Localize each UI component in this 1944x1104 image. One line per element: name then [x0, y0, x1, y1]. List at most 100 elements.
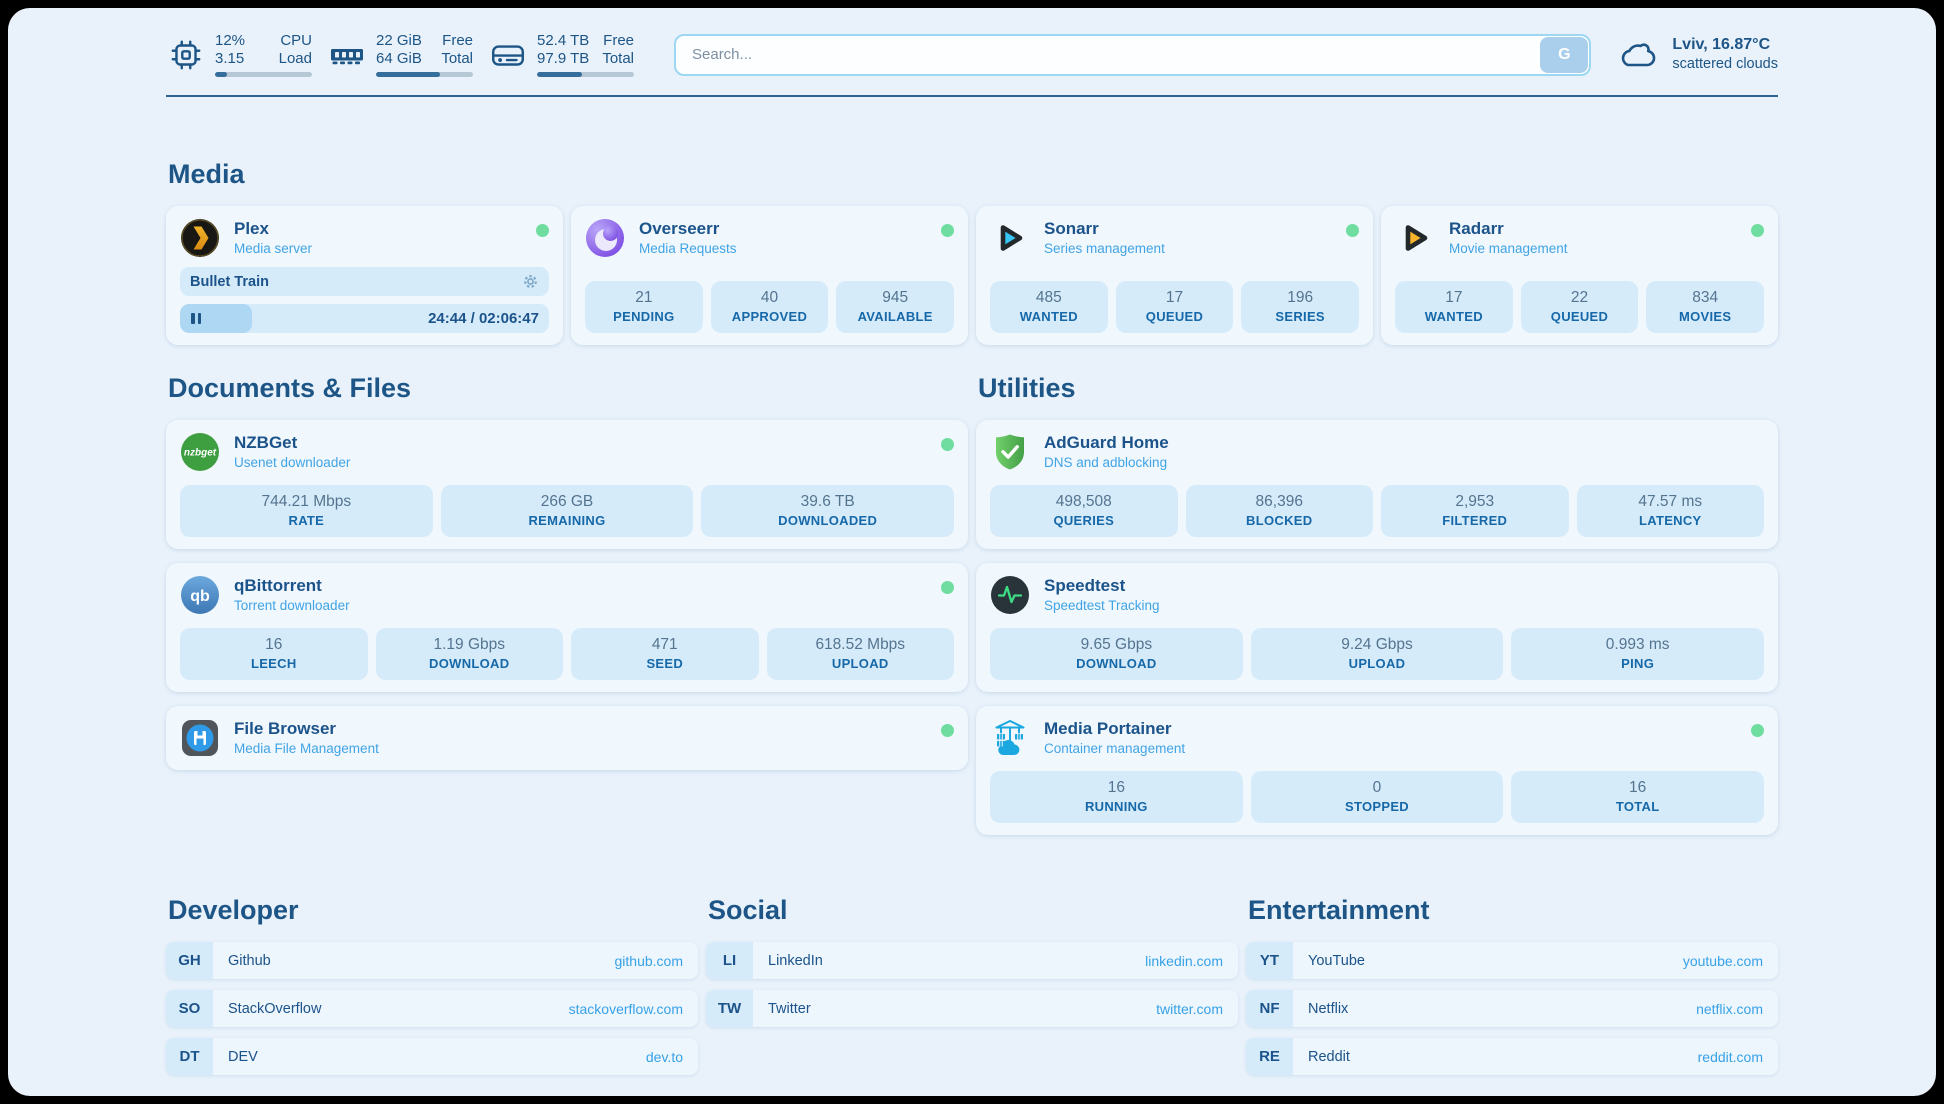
- stat-tile: 16 LEECH: [180, 628, 368, 680]
- service-card-adguard[interactable]: AdGuard Home DNS and adblocking 498,508 Q…: [976, 420, 1778, 549]
- overseerr-icon: [585, 218, 625, 258]
- service-title: qBittorrent: [234, 576, 322, 595]
- weather-condition: scattered clouds: [1672, 56, 1778, 72]
- status-dot: [1346, 224, 1359, 237]
- service-card-qbittorrent[interactable]: qb qBittorrent Torrent downloader 16 LEEC…: [166, 563, 968, 692]
- bookmark-name: LinkedIn: [768, 952, 823, 969]
- stat-tile: 39.6 TB DOWNLOADED: [701, 485, 954, 537]
- cpu-percent: 12%: [215, 32, 246, 49]
- stat-tile: 834 MOVIES: [1646, 281, 1764, 333]
- gear-icon[interactable]: [522, 273, 539, 290]
- section-title-media: Media: [168, 159, 245, 189]
- bookmark-stackoverflow[interactable]: SO StackOverflow stackoverflow.com: [166, 990, 698, 1027]
- disk-free-label: Free: [603, 32, 634, 49]
- bookmark-abbr: YT: [1246, 942, 1293, 979]
- disk-total-label: Total: [602, 50, 634, 67]
- stat-tile: 21 PENDING: [585, 281, 703, 333]
- stat-tile: 9.65 Gbps DOWNLOAD: [990, 628, 1243, 680]
- disk-total-value: 97.9 TB: [537, 50, 590, 67]
- top-bar: 12% CPU 3.15 Load 22 GiB Free 64 GiB Total 5…: [166, 8, 1778, 77]
- disk-progress-bar: [537, 72, 634, 77]
- stat-tile: 17 WANTED: [1395, 281, 1513, 333]
- status-dot: [941, 224, 954, 237]
- bookmark-url[interactable]: twitter.com: [1156, 1000, 1223, 1017]
- bookmark-netflix[interactable]: NF Netflix netflix.com: [1246, 990, 1778, 1027]
- service-subtitle: Usenet downloader: [234, 455, 351, 470]
- status-dot: [941, 581, 954, 594]
- cpu-label: CPU: [280, 32, 312, 49]
- stat-tile: 86,396 BLOCKED: [1185, 485, 1373, 537]
- service-title: Media Portainer: [1044, 719, 1172, 738]
- bookmark-url[interactable]: netflix.com: [1696, 1000, 1763, 1017]
- bookmark-youtube[interactable]: YT YouTube youtube.com: [1246, 942, 1778, 979]
- stat-tile: 0 STOPPED: [1250, 771, 1504, 823]
- service-card-speedtest[interactable]: Speedtest Speedtest Tracking 9.65 Gbps DO…: [976, 563, 1778, 692]
- bookmark-url[interactable]: dev.to: [645, 1048, 683, 1065]
- service-title: Plex: [234, 219, 269, 238]
- service-subtitle: Media server: [234, 241, 313, 256]
- bookmark-name: DEV: [228, 1048, 258, 1065]
- bookmark-name: Reddit: [1308, 1048, 1350, 1065]
- ram-progress-fill: [376, 72, 441, 77]
- service-subtitle: Speedtest Tracking: [1044, 598, 1160, 613]
- cpu-progress-bar: [215, 72, 312, 77]
- service-title: Overseerr: [639, 219, 720, 238]
- bookmark-abbr: SO: [166, 990, 213, 1027]
- bookmark-name: Twitter: [768, 1000, 811, 1017]
- service-card-radarr[interactable]: Radarr Movie management 17 WANTED 22 QUEUE…: [1381, 206, 1778, 345]
- bookmark-name: YouTube: [1308, 952, 1365, 969]
- ram-stat-group: 22 GiB Free 64 GiB Total: [327, 32, 473, 77]
- svg-text:qb: qb: [190, 588, 210, 605]
- service-card-filebrowser[interactable]: File Browser Media File Management: [166, 706, 968, 770]
- service-subtitle: DNS and adblocking: [1044, 455, 1168, 470]
- status-dot: [941, 438, 954, 451]
- now-playing-title: Bullet Train: [190, 273, 269, 290]
- service-subtitle: Container management: [1044, 741, 1186, 756]
- ram-icon: [327, 32, 367, 77]
- service-card-overseerr[interactable]: Overseerr Media Requests 21 PENDING 40 APP…: [571, 206, 968, 345]
- bookmark-abbr: NF: [1246, 990, 1293, 1027]
- speedtest-icon: [990, 575, 1030, 615]
- service-card-portainer[interactable]: Media Portainer Container management 16 R…: [976, 706, 1778, 835]
- service-title: AdGuard Home: [1044, 433, 1169, 452]
- cpu-stat-group: 12% CPU 3.15 Load: [166, 32, 312, 77]
- plex-icon: [180, 218, 220, 258]
- now-playing-row: Bullet Train: [180, 267, 549, 296]
- adguard-icon: [990, 432, 1030, 472]
- bookmark-abbr: DT: [166, 1038, 213, 1075]
- bookmark-url[interactable]: youtube.com: [1682, 952, 1763, 969]
- ram-free-label: Free: [442, 32, 473, 49]
- stat-tile: 266 GB REMAINING: [440, 485, 694, 537]
- bookmark-url[interactable]: stackoverflow.com: [568, 1000, 683, 1017]
- service-card-sonarr[interactable]: Sonarr Series management 485 WANTED 17 QUE…: [976, 206, 1373, 345]
- playback-progress-bar: 24:44 / 02:06:47: [180, 304, 549, 333]
- stat-tile: 16 RUNNING: [990, 771, 1243, 823]
- search-engine-button[interactable]: G: [1540, 36, 1589, 73]
- bookmark-url[interactable]: github.com: [614, 952, 683, 969]
- ram-total-label: Total: [441, 50, 473, 67]
- radarr-icon: [1395, 218, 1435, 258]
- bookmark-abbr: LI: [706, 942, 753, 979]
- bookmark-github[interactable]: GH Github github.com: [166, 942, 698, 979]
- bookmark-name: StackOverflow: [228, 1000, 322, 1017]
- service-title: NZBGet: [234, 433, 298, 452]
- service-card-plex[interactable]: Plex Media server Bullet Train 24:44 / 0…: [166, 206, 563, 345]
- bookmark-abbr: TW: [706, 990, 753, 1027]
- pause-icon: [191, 313, 201, 324]
- bookmark-twitter[interactable]: TW Twitter twitter.com: [706, 990, 1238, 1027]
- section-title-social: Social: [708, 895, 788, 925]
- bookmark-dev[interactable]: DT DEV dev.to: [166, 1038, 698, 1075]
- service-subtitle: Series management: [1044, 241, 1165, 256]
- bookmark-name: Netflix: [1308, 1000, 1349, 1017]
- service-title: Speedtest: [1044, 576, 1126, 595]
- service-card-nzbget[interactable]: nzbget NZBGet Usenet downloader 744.21 M…: [166, 420, 968, 549]
- bookmark-linkedin[interactable]: LI LinkedIn linkedin.com: [706, 942, 1238, 979]
- search-bar: G: [674, 33, 1592, 76]
- search-input[interactable]: [674, 33, 1592, 76]
- bookmark-name: Github: [228, 952, 271, 969]
- bookmark-reddit[interactable]: RE Reddit reddit.com: [1246, 1038, 1778, 1075]
- bookmark-url[interactable]: linkedin.com: [1145, 952, 1223, 969]
- dashboard-panel: 12% CPU 3.15 Load 22 GiB Free 64 GiB Total 5…: [8, 8, 1936, 1096]
- bookmark-url[interactable]: reddit.com: [1697, 1048, 1763, 1065]
- topbar-divider: [166, 95, 1778, 97]
